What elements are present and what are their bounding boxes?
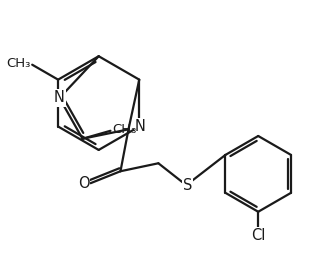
Text: S: S xyxy=(183,178,192,193)
Text: O: O xyxy=(78,176,89,191)
Text: CH₃: CH₃ xyxy=(6,57,30,70)
Text: CH₃: CH₃ xyxy=(113,123,137,136)
Text: Cl: Cl xyxy=(251,228,265,243)
Text: N: N xyxy=(54,90,65,106)
Text: N: N xyxy=(135,119,146,134)
